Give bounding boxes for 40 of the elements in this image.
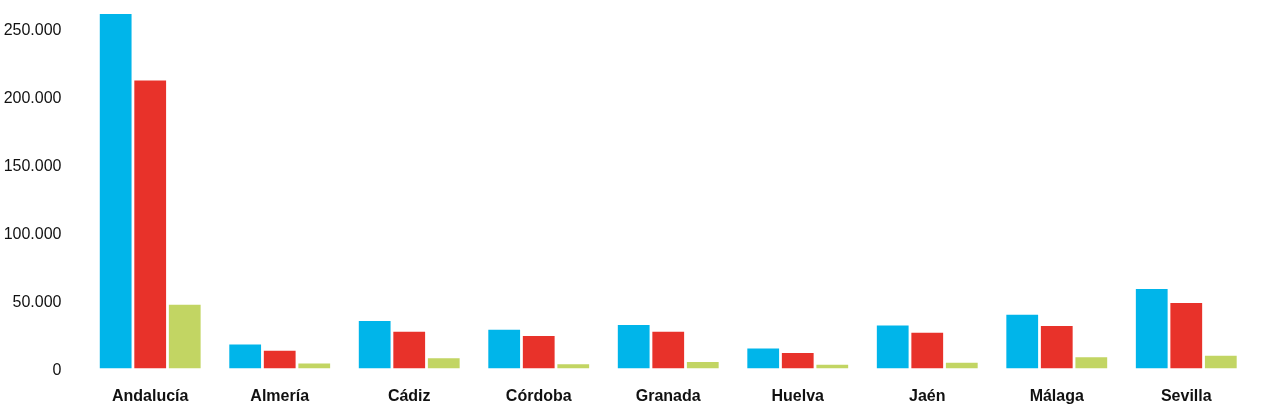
bar <box>1006 314 1039 369</box>
x-tick-label: Jaén <box>909 386 946 404</box>
bar <box>522 335 555 369</box>
y-tick-label: 50.000 <box>12 292 62 310</box>
x-tick-label: Cádiz <box>387 386 431 404</box>
x-tick-label: Granada <box>635 386 701 404</box>
x-tick-label: Andalucía <box>111 386 189 404</box>
bar <box>1204 355 1237 369</box>
y-tick-label: 250.000 <box>3 20 62 38</box>
bar <box>652 331 685 369</box>
y-tick-label: 100.000 <box>3 224 62 242</box>
bar <box>393 331 426 369</box>
bar <box>911 332 944 369</box>
bar <box>168 304 201 369</box>
bar <box>488 329 521 369</box>
bar <box>781 352 814 369</box>
bar <box>1135 288 1168 369</box>
bar <box>427 358 460 369</box>
bar <box>557 364 590 369</box>
bar <box>1075 357 1108 369</box>
bar <box>1170 302 1203 369</box>
bar <box>358 320 391 369</box>
bar <box>686 361 719 369</box>
y-tick-label: 0 <box>52 360 62 378</box>
bar <box>617 325 650 369</box>
bar <box>876 325 909 369</box>
bar <box>263 350 296 369</box>
bar <box>1040 325 1073 369</box>
bar <box>134 80 167 369</box>
x-tick-label: Sevilla <box>1160 386 1212 404</box>
x-tick-label: Huelva <box>771 386 825 404</box>
bar <box>298 363 331 369</box>
x-tick-label: Málaga <box>1029 386 1084 404</box>
y-tick-label: 200.000 <box>3 88 62 106</box>
bar <box>99 13 132 369</box>
x-tick-label: Córdoba <box>505 386 572 404</box>
bar <box>747 348 780 369</box>
bar <box>229 344 262 369</box>
x-tick-label: Almería <box>250 386 310 404</box>
y-tick-label: 150.000 <box>3 156 62 174</box>
